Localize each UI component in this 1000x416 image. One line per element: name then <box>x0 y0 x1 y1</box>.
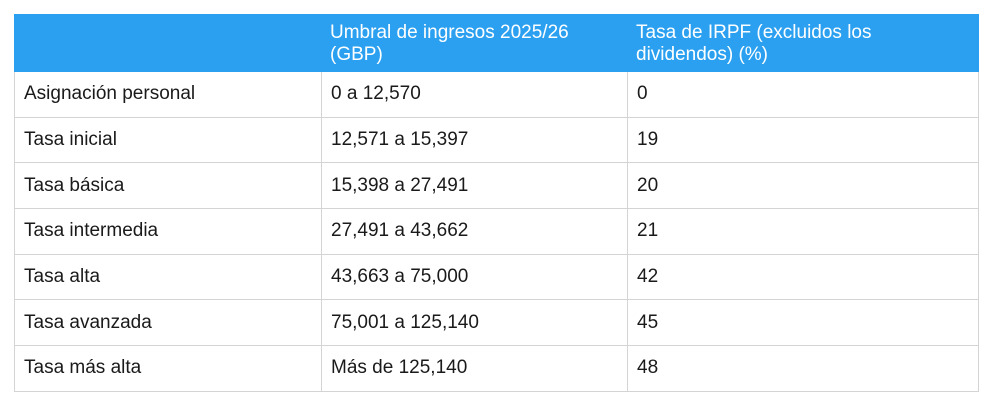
rate-cell: 19 <box>627 116 979 164</box>
threshold-cell: 0 a 12,570 <box>321 71 628 118</box>
band-name-cell: Asignación personal <box>14 71 322 118</box>
header-tax-rate: Tasa de IRPF (excluidos los dividendos) … <box>627 14 979 72</box>
table-header-row: Umbral de ingresos 2025/26 (GBP) Tasa de… <box>14 14 979 72</box>
threshold-cell: Más de 125,140 <box>321 345 628 392</box>
table-row: Tasa avanzada 75,001 a 125,140 45 <box>14 299 979 347</box>
table-row: Tasa más alta Más de 125,140 48 <box>14 345 979 392</box>
rate-cell: 45 <box>627 299 979 347</box>
rate-cell: 42 <box>627 253 979 301</box>
band-name-cell: Tasa más alta <box>14 345 322 392</box>
threshold-cell: 43,663 a 75,000 <box>321 253 628 301</box>
header-income-threshold: Umbral de ingresos 2025/26 (GBP) <box>321 14 628 72</box>
header-empty-cell <box>14 14 322 72</box>
band-name-cell: Tasa avanzada <box>14 299 322 347</box>
rate-cell: 0 <box>627 71 979 118</box>
rate-cell: 48 <box>627 345 979 392</box>
tax-rate-table-container: Umbral de ingresos 2025/26 (GBP) Tasa de… <box>14 14 979 392</box>
band-name-cell: Tasa básica <box>14 162 322 210</box>
threshold-cell: 27,491 a 43,662 <box>321 208 628 255</box>
rate-cell: 21 <box>627 208 979 255</box>
table-row: Tasa básica 15,398 a 27,491 20 <box>14 162 979 210</box>
tax-rate-table: Umbral de ingresos 2025/26 (GBP) Tasa de… <box>14 14 979 392</box>
rate-cell: 20 <box>627 162 979 210</box>
band-name-cell: Tasa inicial <box>14 116 322 164</box>
band-name-cell: Tasa alta <box>14 253 322 301</box>
band-name-cell: Tasa intermedia <box>14 208 322 255</box>
threshold-cell: 15,398 a 27,491 <box>321 162 628 210</box>
table-row: Tasa alta 43,663 a 75,000 42 <box>14 253 979 301</box>
table-row: Tasa inicial 12,571 a 15,397 19 <box>14 116 979 164</box>
table-row: Asignación personal 0 a 12,570 0 <box>14 71 979 118</box>
threshold-cell: 12,571 a 15,397 <box>321 116 628 164</box>
threshold-cell: 75,001 a 125,140 <box>321 299 628 347</box>
table-row: Tasa intermedia 27,491 a 43,662 21 <box>14 208 979 255</box>
